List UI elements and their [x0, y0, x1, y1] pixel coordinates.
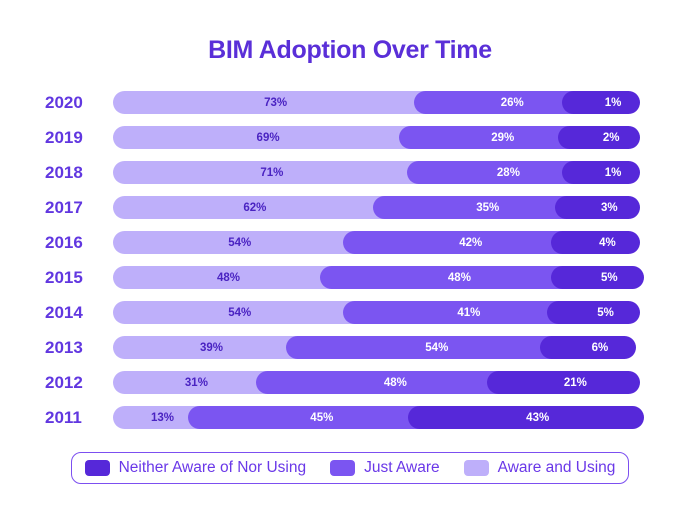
bar-segment-just-aware: 28%: [406, 161, 587, 184]
bar-segment-neither-aware-of-nor-using: 1%: [562, 161, 640, 184]
category-label: 2013: [45, 337, 83, 357]
bar-segment-just-aware: 42%: [342, 231, 575, 254]
bar-segment-just-aware: 48%: [319, 266, 575, 289]
bar-segment-aware-and-using: 69%: [113, 126, 424, 149]
bar-segment-neither-aware-of-nor-using: 5%: [550, 266, 644, 289]
bar-segment-aware-and-using: 39%: [113, 336, 311, 359]
bar-segment-neither-aware-of-nor-using: 5%: [547, 301, 640, 324]
bar-segment-neither-aware-of-nor-using: 1%: [562, 91, 640, 114]
bar-segment-neither-aware-of-nor-using: 6%: [539, 336, 637, 359]
category-label: 2020: [45, 92, 83, 112]
chart-row: 2014 54% 41% 5%: [45, 301, 640, 324]
bar-segment-aware-and-using: 48%: [113, 266, 344, 289]
stacked-bar: 54% 41% 5%: [113, 301, 640, 324]
bar-segment-just-aware: 54%: [286, 336, 564, 359]
bar-segment-just-aware: 29%: [399, 126, 583, 149]
legend-box: Neither Aware of Nor Using Just Aware Aw…: [70, 452, 630, 484]
chart-row: 2017 62% 35% 3%: [45, 196, 640, 219]
bar-segment-neither-aware-of-nor-using: 43%: [407, 406, 644, 429]
category-label: 2017: [45, 197, 83, 217]
category-label: 2015: [45, 267, 83, 287]
bar-segment-just-aware: 35%: [372, 196, 579, 219]
bar-segment-neither-aware-of-nor-using: 4%: [550, 231, 640, 254]
chart-area: 2020 73% 26% 1% 2019 69% 29% 2% 2018 71% 28% 1% 2017…: [45, 91, 644, 429]
chart-row: 2016 54% 42% 4%: [45, 231, 640, 254]
bar-segment-neither-aware-of-nor-using: 21%: [486, 371, 640, 394]
legend-item-aware-and-using: Aware and Using: [463, 459, 616, 477]
stacked-bar: 54% 42% 4%: [113, 231, 640, 254]
bar-segment-aware-and-using: 73%: [113, 91, 439, 114]
stacked-bar: 31% 48% 21%: [113, 371, 640, 394]
chart-row: 2012 31% 48% 21%: [45, 371, 640, 394]
category-label: 2011: [45, 407, 82, 427]
bar-segment-just-aware: 41%: [342, 301, 572, 324]
stacked-bar: 62% 35% 3%: [113, 196, 640, 219]
legend-wrap: Neither Aware of Nor Using Just Aware Aw…: [0, 452, 700, 484]
bar-segment-neither-aware-of-nor-using: 2%: [558, 126, 640, 149]
chart-row: 2011 13% 45% 43%: [45, 406, 644, 429]
category-label: 2016: [45, 232, 83, 252]
legend-label: Aware and Using: [497, 459, 616, 476]
chart-row: 2015 48% 48% 5%: [45, 266, 644, 289]
chart-title: BIM Adoption Over Time: [208, 36, 492, 64]
legend-swatch-just-aware: [330, 460, 356, 476]
bar-segment-just-aware: 26%: [414, 91, 587, 114]
category-label: 2012: [45, 372, 83, 392]
category-label: 2019: [45, 127, 83, 147]
bar-segment-just-aware: 45%: [188, 406, 432, 429]
legend-item-just-aware: Just Aware: [330, 459, 440, 477]
category-label: 2018: [45, 162, 83, 182]
stacked-bar: 69% 29% 2%: [113, 126, 640, 149]
legend-item-neither-aware-of-nor-using: Neither Aware of Nor Using: [84, 459, 307, 477]
bar-segment-aware-and-using: 62%: [113, 196, 397, 219]
legend-label: Just Aware: [364, 459, 440, 476]
category-label: 2014: [45, 302, 83, 322]
legend-swatch-aware-and-using: [463, 460, 489, 476]
chart-row: 2018 71% 28% 1%: [45, 161, 640, 184]
bar-segment-neither-aware-of-nor-using: 3%: [554, 196, 640, 219]
bar-segment-aware-and-using: 54%: [113, 301, 367, 324]
stacked-bar: 13% 45% 43%: [113, 406, 644, 429]
bar-segment-aware-and-using: 54%: [113, 231, 367, 254]
legend-label: Neither Aware of Nor Using: [118, 459, 307, 476]
chart-row: 2019 69% 29% 2%: [45, 126, 640, 149]
stacked-bar: 48% 48% 5%: [113, 266, 644, 289]
bar-segment-just-aware: 48%: [255, 371, 511, 394]
bar-segment-aware-and-using: 31%: [113, 371, 280, 394]
chart-row: 2013 39% 54% 6%: [45, 336, 640, 359]
stacked-bar: 71% 28% 1%: [113, 161, 640, 184]
stacked-bar: 73% 26% 1%: [113, 91, 640, 114]
chart-row: 2020 73% 26% 1%: [45, 91, 640, 114]
bar-segment-aware-and-using: 13%: [113, 406, 212, 429]
legend-swatch-neither-aware-of-nor-using: [84, 460, 110, 476]
bar-segment-aware-and-using: 71%: [113, 161, 431, 184]
stacked-bar: 39% 54% 6%: [113, 336, 640, 359]
